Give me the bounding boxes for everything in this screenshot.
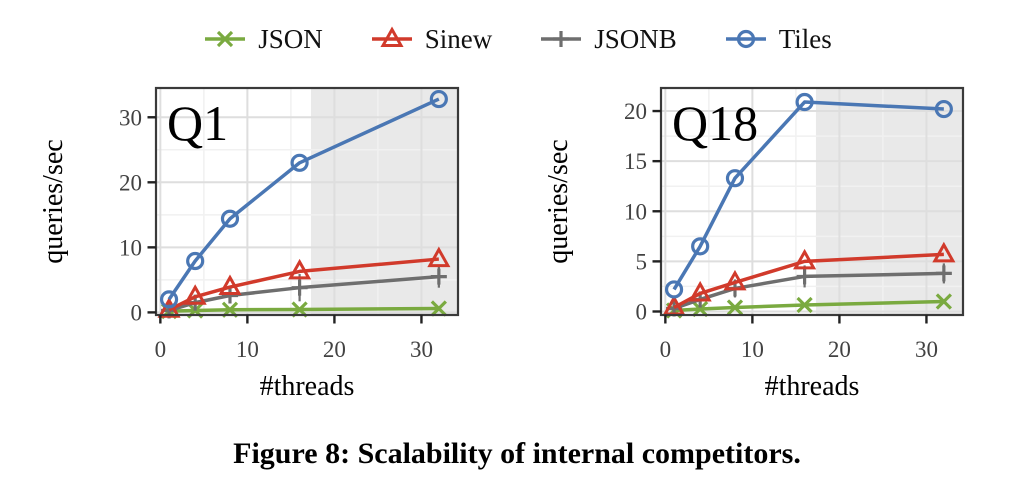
jsonb-marker-icon	[291, 279, 308, 296]
y-tick-label: 30	[119, 105, 142, 130]
series-tiles	[159, 89, 448, 309]
sinew-marker-icon	[793, 248, 817, 270]
chart-svg-q18: 0 10 20 30 0 5 10 15 20 #threads queries/sec Q18	[543, 86, 965, 402]
sinew-marker-icon	[288, 258, 312, 280]
json-marker-icon	[692, 300, 709, 318]
legend-label: Sinew	[424, 23, 493, 54]
legend-item-tiles: Tiles	[723, 24, 832, 54]
y-axis-title: queries/sec	[38, 139, 69, 263]
chart-svg-q1: 0 10 20 30 0 10 20 30 #threads queries/sec Q1	[38, 86, 460, 402]
panel-title: Q18	[672, 95, 758, 151]
legend-item-sinew: Sinew	[369, 23, 493, 54]
triangle-marker-icon	[371, 26, 412, 47]
sinew-marker-icon	[932, 241, 956, 263]
sinew-marker-icon	[723, 269, 747, 291]
x-tick-label: 10	[236, 337, 259, 362]
y-tick-label: 0	[131, 300, 143, 325]
x-tick-label: 20	[323, 337, 346, 362]
legend-label: JSON	[258, 23, 323, 54]
panel-border	[154, 86, 460, 317]
legend-label: JSONB	[594, 23, 677, 54]
sinew-marker-icon	[688, 280, 712, 302]
shaded-region	[815, 88, 963, 315]
x-tick-label: 10	[741, 337, 764, 362]
panel-title: Q1	[167, 95, 228, 151]
tiles-marker-icon	[186, 251, 205, 271]
y-tick-label: 20	[119, 170, 142, 195]
triangle-marker-glyph	[380, 26, 404, 47]
x-tick-label: 30	[915, 337, 938, 362]
axes: 0 10 20 30 0 10 20 30 #threads queries/sec Q1	[38, 95, 433, 402]
series-tiles	[664, 92, 953, 299]
sinew-marker-icon	[157, 297, 181, 318]
y-tick-label: 10	[624, 199, 647, 224]
y-tick-label: 20	[624, 99, 647, 124]
sinew-marker-icon	[427, 246, 451, 268]
circle-marker-glyph	[736, 29, 755, 49]
tiles-marker-icon	[934, 99, 953, 119]
series-sinew	[157, 246, 451, 318]
tiles-marker-icon	[290, 153, 309, 172]
jsonb-marker-icon	[935, 265, 952, 282]
x-tick-label: 20	[828, 337, 851, 362]
legend-item-json: JSON	[202, 24, 323, 54]
json-marker-icon	[430, 300, 447, 317]
tiles-marker-icon	[691, 237, 710, 256]
chart-q1: 0 10 20 30 0 10 20 30 #threads queries/sec Q1	[0, 85, 505, 420]
series-line	[167, 97, 440, 301]
tiles-marker-icon	[429, 89, 448, 109]
tiles-marker-icon	[159, 290, 179, 309]
x-marker-glyph	[217, 30, 234, 48]
sinew-marker-icon	[183, 284, 207, 305]
x-marker-icon	[205, 30, 246, 48]
tiles-marker-icon	[795, 92, 814, 112]
chart-q18: 0 10 20 30 0 5 10 15 20 #threads queries/sec Q18	[505, 85, 1010, 420]
jsonb-marker-icon	[796, 268, 813, 285]
plus-marker-icon	[541, 31, 582, 47]
tiles-marker-icon	[725, 169, 745, 188]
figure-caption: Figure 8: Scalability of internal compet…	[233, 437, 801, 470]
y-tick-label: 15	[624, 149, 647, 174]
jsonb-marker-icon	[221, 287, 238, 304]
y-axis-title: queries/sec	[543, 139, 574, 263]
y-tick-label: 0	[636, 299, 648, 324]
legend-item-jsonb: JSONB	[538, 24, 677, 54]
x-axis-title: #threads	[260, 371, 355, 402]
y-tick-label: 5	[636, 249, 648, 274]
legend: JSON Sinew JSONB Tiles	[0, 24, 1034, 54]
tiles-marker-icon	[220, 209, 240, 228]
legend-label: Tiles	[778, 23, 832, 54]
x-tick-label: 0	[660, 337, 672, 362]
json-marker-icon	[796, 296, 813, 314]
panel-border	[659, 86, 965, 317]
circle-marker-icon	[725, 29, 766, 49]
plus-marker-glyph	[553, 31, 570, 47]
x-axis-title: #threads	[765, 371, 860, 402]
y-tick-label: 10	[119, 235, 142, 260]
jsonb-marker-icon	[430, 268, 447, 285]
x-tick-label: 30	[410, 337, 433, 362]
json-marker-icon	[935, 293, 952, 310]
json-marker-icon	[726, 299, 744, 316]
axes: 0 10 20 30 0 5 10 15 20 #threads queries/sec Q18	[543, 95, 938, 402]
x-tick-label: 0	[155, 337, 167, 362]
series-sinew	[662, 241, 956, 316]
series-line	[672, 100, 944, 291]
tiles-marker-icon	[664, 280, 684, 299]
sinew-marker-icon	[218, 274, 242, 296]
